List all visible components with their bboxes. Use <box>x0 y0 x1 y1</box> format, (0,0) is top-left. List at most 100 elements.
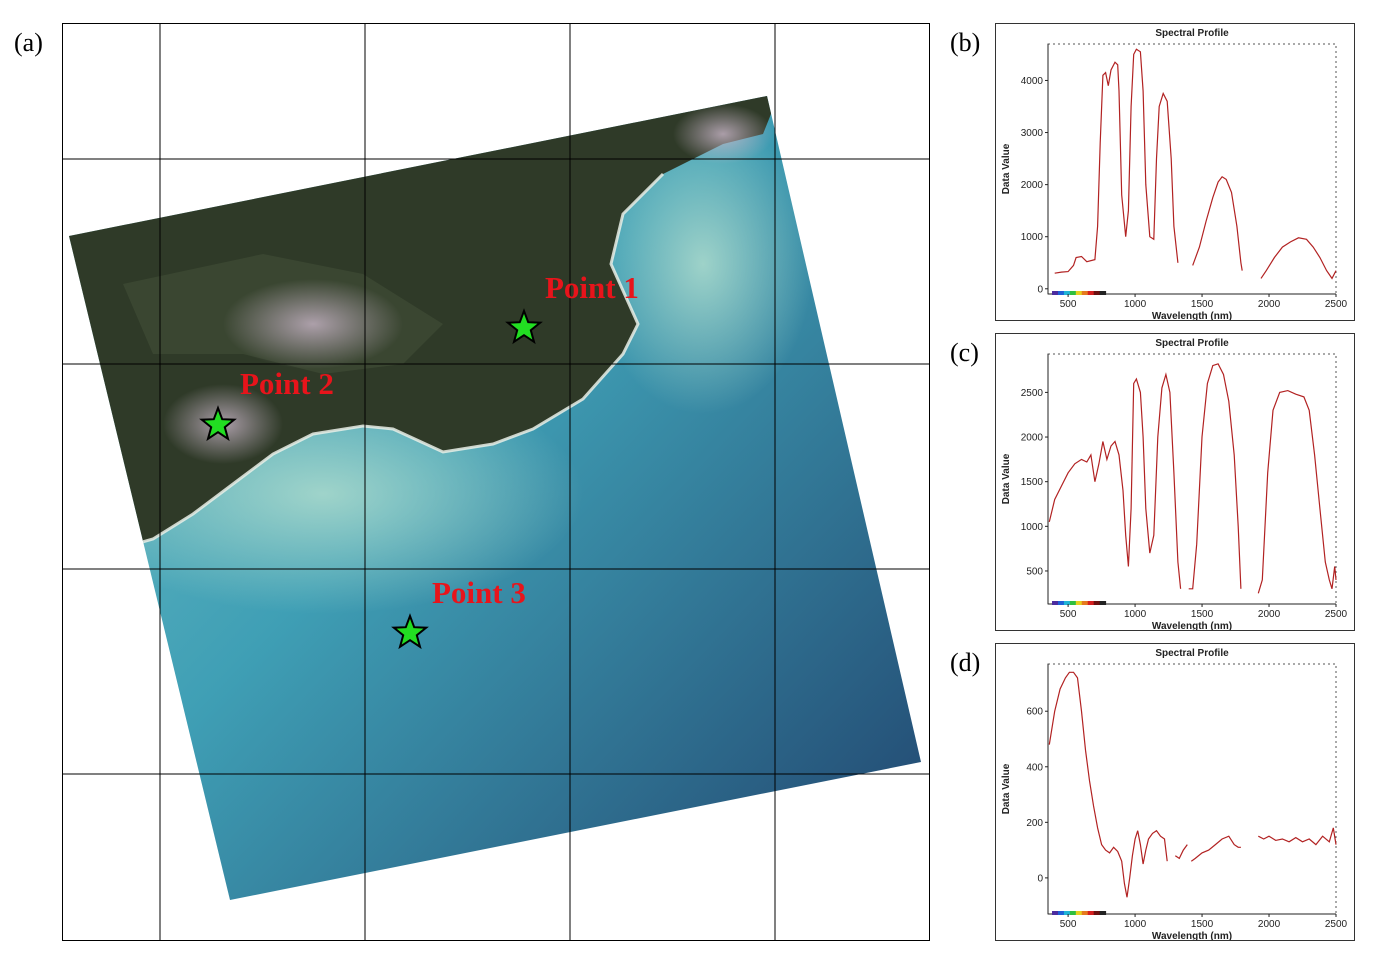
wavelength-color-bar <box>1052 601 1059 605</box>
y-tick-label: 200 <box>1026 818 1043 829</box>
wavelength-color-bar <box>1063 291 1071 295</box>
wavelength-color-bar <box>1063 911 1071 915</box>
spectral-profile-chart-c: Spectral Profile 500 1000 1500 2000 2500 500 10… <box>995 333 1355 632</box>
plot-area-frame <box>1047 43 1337 295</box>
y-tick-label: 0 <box>1037 873 1043 884</box>
y-tick-label: 1500 <box>1021 477 1044 488</box>
chart-d-canvas: Spectral Profile 500 1000 1500 2000 2500 0 200 4… <box>1001 648 1348 942</box>
chart-title: Spectral Profile <box>1155 648 1229 659</box>
wavelength-color-bar <box>1087 911 1095 915</box>
x-tick-label: 500 <box>1060 299 1077 310</box>
wavelength-color-bar <box>1069 601 1077 605</box>
chart-title: Spectral Profile <box>1155 28 1229 39</box>
spectral-line <box>1190 835 1241 862</box>
plot-area-frame <box>1047 353 1337 605</box>
y-tick-label: 2000 <box>1021 433 1044 444</box>
grid-lines <box>63 24 929 940</box>
map-canvas: Point 1 Point 2 Point 3 <box>63 24 929 940</box>
wavelength-color-bar <box>1057 911 1065 915</box>
point-markers <box>199 308 543 650</box>
point-3-label: Point 3 <box>432 575 526 610</box>
x-tick-label: 2500 <box>1325 919 1348 930</box>
panel-label-d: (d) <box>950 648 981 677</box>
y-tick-label: 1000 <box>1021 522 1044 533</box>
panel-label-a: (a) <box>14 28 43 57</box>
x-tick-label: 2000 <box>1258 299 1281 310</box>
scene-image <box>69 96 921 900</box>
spectral-line <box>1260 237 1337 280</box>
x-tick-label: 2500 <box>1325 299 1348 310</box>
y-tick-label: 2500 <box>1021 388 1044 399</box>
wavelength-color-bar <box>1093 601 1101 605</box>
x-tick-label: 2500 <box>1325 609 1348 620</box>
point-1-star-icon <box>505 308 543 345</box>
panel-label-c: (c) <box>950 338 979 367</box>
wavelength-color-bar <box>1063 601 1071 605</box>
x-tick-label: 1000 <box>1124 299 1147 310</box>
wavelength-color-bar <box>1099 291 1107 295</box>
x-tick-label: 1000 <box>1124 919 1147 930</box>
wavelength-color-bar <box>1081 911 1089 915</box>
y-tick-label: 4000 <box>1021 76 1044 87</box>
spectral-line <box>1048 372 1182 589</box>
y-axis-label: Data Value <box>1001 143 1012 194</box>
point-2-star-icon <box>199 405 237 442</box>
wavelength-color-bar <box>1057 291 1065 295</box>
x-axis-label: Wavelength (nm) <box>1152 311 1232 320</box>
panel-label-b: (b) <box>950 28 981 57</box>
spectral-line <box>1054 48 1179 274</box>
chart-c-canvas: Spectral Profile 500 1000 1500 2000 2500 500 10… <box>1001 338 1348 632</box>
chart-title: Spectral Profile <box>1155 338 1229 349</box>
y-tick-label: 500 <box>1026 566 1043 577</box>
x-tick-label: 2000 <box>1258 919 1281 930</box>
spectral-profile-chart-d: Spectral Profile 500 1000 1500 2000 2500 0 200 4… <box>995 643 1355 942</box>
x-tick-label: 2000 <box>1258 609 1281 620</box>
wavelength-color-bar <box>1057 601 1065 605</box>
satellite-map: Point 1 Point 2 Point 3 <box>62 23 930 941</box>
wavelength-color-bar <box>1099 601 1107 605</box>
x-tick-label: 1500 <box>1191 299 1214 310</box>
x-tick-label: 500 <box>1060 609 1077 620</box>
spectral-profile-chart-b: Spectral Profile 500 1000 1500 2000 2500 0 1000… <box>995 23 1355 322</box>
point-3-star-icon <box>391 613 429 650</box>
urban-area <box>223 279 403 369</box>
wavelength-color-bar <box>1075 911 1083 915</box>
coastline <box>69 172 665 566</box>
y-tick-label: 400 <box>1026 762 1043 773</box>
y-tick-label: 0 <box>1037 284 1043 295</box>
y-tick-label: 2000 <box>1021 180 1044 191</box>
y-axis-label: Data Value <box>1001 763 1012 814</box>
wavelength-color-bar <box>1087 291 1095 295</box>
wavelength-color-bar <box>1075 291 1083 295</box>
wavelength-color-bar <box>1081 601 1089 605</box>
spectral-line <box>1188 363 1242 590</box>
x-tick-label: 1500 <box>1191 609 1214 620</box>
x-axis-label: Wavelength (nm) <box>1152 931 1232 940</box>
x-tick-label: 1000 <box>1124 609 1147 620</box>
wavelength-color-bar <box>1081 291 1089 295</box>
y-axis-label: Data Value <box>1001 453 1012 504</box>
y-tick-label: 600 <box>1026 707 1043 718</box>
x-tick-label: 500 <box>1060 919 1077 930</box>
chart-b-canvas: Spectral Profile 500 1000 1500 2000 2500 0 1000… <box>1001 28 1348 322</box>
point-2-label: Point 2 <box>240 366 334 401</box>
spectral-line <box>1048 671 1168 898</box>
wavelength-color-bar <box>1069 911 1077 915</box>
spectral-line <box>1257 389 1337 594</box>
spectral-line <box>1174 844 1188 860</box>
point-1-label: Point 1 <box>545 270 639 305</box>
x-tick-label: 1500 <box>1191 919 1214 930</box>
urban-area-northeast <box>673 104 773 164</box>
wavelength-color-bar <box>1087 601 1095 605</box>
wavelength-color-bar <box>1099 911 1107 915</box>
spectral-line <box>1192 175 1243 271</box>
spectral-line <box>1258 827 1337 846</box>
wavelength-color-bar <box>1093 911 1101 915</box>
y-tick-label: 1000 <box>1021 232 1044 243</box>
wavelength-color-bar <box>1052 291 1059 295</box>
y-tick-label: 3000 <box>1021 128 1044 139</box>
wavelength-color-bar <box>1075 601 1083 605</box>
wavelength-color-bar <box>1093 291 1101 295</box>
wavelength-color-bar <box>1069 291 1077 295</box>
x-axis-label: Wavelength (nm) <box>1152 621 1232 630</box>
